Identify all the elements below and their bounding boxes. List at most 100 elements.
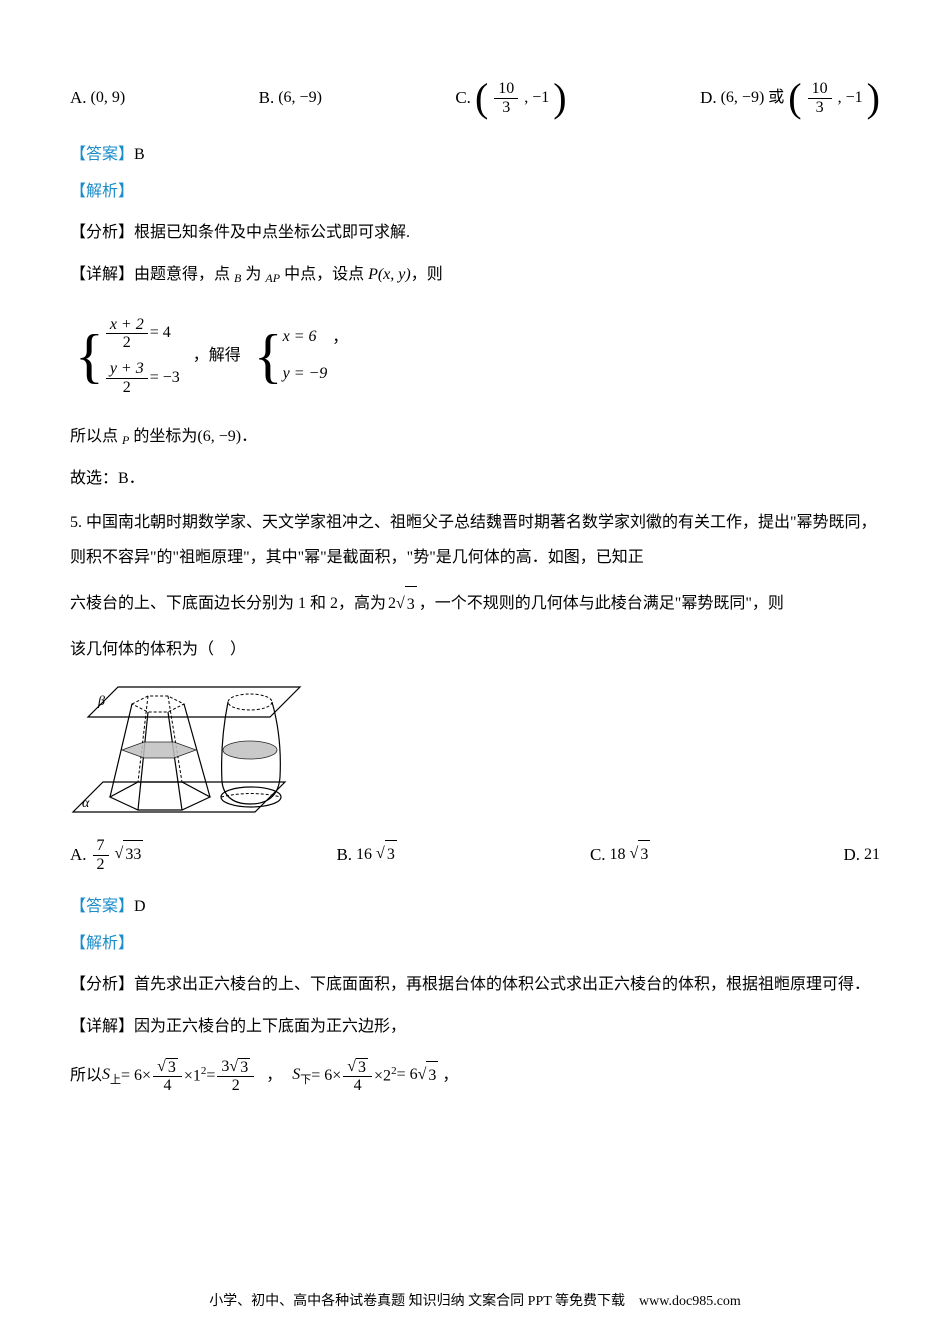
q5-opt-b-label: B. [336,840,352,871]
q5-opt-d-label: D. [843,840,860,871]
frac-sqrt3-4: √3 4 [153,1058,182,1095]
brace-left: { x + 2 2 = 4 y + 3 2 = −3 [75,316,180,396]
equation-system: { x + 2 2 = 4 y + 3 2 = −3 ，解得 { x = 6 [70,316,880,396]
times-2sq: ×22 [374,1062,397,1091]
option-c-rest: , −1 [524,84,549,113]
q5-option-a: A. 7 2 √33 [70,837,143,873]
sol2: y = −9 [283,360,328,389]
eq1: x + 2 2 = 4 [104,316,180,352]
page-footer: 小学、初中、高中各种试卷真题 知识归纳 文案合同 PPT 等免费下载 www.d… [0,1289,950,1314]
eq2: y + 3 2 = −3 [104,360,180,396]
lparen-icon: ( [788,82,801,114]
q4-analysis-row: 【解析】 [70,178,880,207]
q5-option-c: C. 18√3 [590,840,650,871]
frac-num: 10 [808,80,832,99]
area-pre: 所以 [70,1062,102,1091]
q5-fenxi: 【分析】首先求出正六棱台的上、下底面面积，再根据台体的体积公式求出正六棱台的体积… [70,969,880,1001]
conclusion-coord: (6, −9) [197,428,241,445]
option-d: D. (6, −9) 或 ( 10 3 , −1 ) [700,80,880,116]
comma: ， [266,1062,282,1091]
q5-opt-a-label: A. [70,840,87,871]
q5-height: 2√3 [388,586,417,622]
detail-mid1: 为 [241,266,265,283]
option-a: A. (0, 9) [70,83,125,114]
system-rows: x + 2 2 = 4 y + 3 2 = −3 [104,316,180,396]
brace-icon: { [254,329,283,383]
eq1-rhs: = 4 [150,319,171,348]
frac-den: 4 [159,1077,175,1095]
frac-num: 3√3 [217,1058,254,1078]
beta-label: β [97,694,105,709]
rparen-icon: ) [553,82,566,114]
alpha-label: α [82,796,90,811]
answer-value: B [134,146,145,163]
answer-value: D [134,898,146,915]
analysis-label: 【解析】 [70,935,134,952]
final-comma: ， [442,1062,458,1091]
frac-3sqrt3-2: 3√3 2 [217,1058,254,1095]
q4-detail: 【详解】由题意得，点 B 为 AP 中点，设点 P(x, y)，则 [70,259,880,291]
sqrt-body: 3 [385,840,397,870]
detail-mid2: 中点，设点 [280,266,368,283]
option-c-label: C. [455,83,471,114]
analysis-label: 【解析】 [70,183,134,200]
eq2-num: y + 3 [106,360,148,379]
option-d-frac: 10 3 [808,80,832,116]
conclusion-pre: 所以点 [70,428,122,445]
s-bot: S下 [292,1061,311,1091]
q5-opt-c-coef: 18 [610,841,626,870]
eq2-rhs: = −3 [150,364,180,393]
times-1sq: ×12 [184,1062,207,1091]
option-d-label: D. [700,83,717,114]
eq1-den: 2 [119,334,135,352]
brace-right: { x = 6 y = −9 [254,323,328,389]
sqrt-body: 33 [123,840,143,870]
equals-1: = [206,1062,215,1091]
frac-num: √3 [343,1058,372,1078]
q5-text-1: 中国南北朝时期数学家、天文学家祖冲之、祖暅父子总结魏晋时期著名数学家刘徽的有关工… [70,514,877,566]
q5-text2-post: ，一个不规则的几何体与此棱台满足"幂势既同"，则 [419,586,784,621]
q5-opt-a-frac: 7 2 [93,837,109,873]
q5-opt-c-sqrt: √3 [630,840,651,870]
q4-options-row: A. (0, 9) B. (6, −9) C. ( 10 3 , −1 ) D.… [70,80,880,116]
option-b-expr: (6, −9) [278,84,322,113]
q5-option-d: D. 21 [843,840,880,871]
sqrt-body: 3 [638,840,650,870]
fenxi-text: 首先求出正六棱台的上、下底面面积，再根据台体的体积公式求出正六棱台的体积，根据祖… [134,976,870,993]
detail-post: ，则 [411,266,443,283]
sol1: x = 6 [283,323,328,352]
frac-num: 7 [93,837,109,856]
detail-label: 【详解】 [70,266,134,283]
frac-den: 3 [812,99,828,117]
frac-den: 2 [228,1077,244,1095]
sub-ap: AP [265,271,280,285]
q4-fenxi: 【分析】根据已知条件及中点坐标公式即可求解. [70,217,880,249]
option-a-label: A. [70,83,87,114]
q5-text: 5. 中国南北朝时期数学家、天文学家祖冲之、祖暅父子总结魏晋时期著名数学家刘徽的… [70,505,880,575]
q5-opt-b-sqrt: √3 [376,840,397,870]
frac-sqrt3-4-b: √3 4 [343,1058,372,1095]
eq2-den: 2 [119,379,135,397]
option-c: C. ( 10 3 , −1 ) [455,80,566,116]
frac-den: 4 [350,1077,366,1095]
solve-text: ，解得 [193,342,241,371]
comma: ， [332,324,348,353]
q5-opt-a-sqrt: √33 [115,840,144,870]
conclusion-mid: 的坐标为 [129,428,197,445]
eq-sign-2: = 6× [311,1062,341,1091]
fenxi-label: 【分析】 [70,224,134,241]
q5-num: 5. [70,514,86,531]
eq1-frac: x + 2 2 [106,316,148,352]
q5-answer-row: 【答案】D [70,893,880,922]
detail-pre: 由题意得，点 [134,266,234,283]
answer-label: 【答案】 [70,898,134,915]
lparen-icon: ( [475,82,488,114]
q5-detail: 【详解】因为正六棱台的上下底面为正六边形， [70,1011,880,1043]
q5-text-3: 该几何体的体积为（ ） [70,632,880,667]
q5-text2-pre: 六棱台的上、下底面边长分别为 1 和 2，高为 [70,586,386,621]
area-equations: 所以 S上 = 6× √3 4 ×12 = 3√3 2 ， S下 = 6× √3… [70,1058,880,1095]
brace-icon: { [75,329,104,383]
option-d-rest: , −1 [838,84,863,113]
option-d-or: 或 [768,84,784,113]
fenxi-label: 【分析】 [70,976,134,993]
